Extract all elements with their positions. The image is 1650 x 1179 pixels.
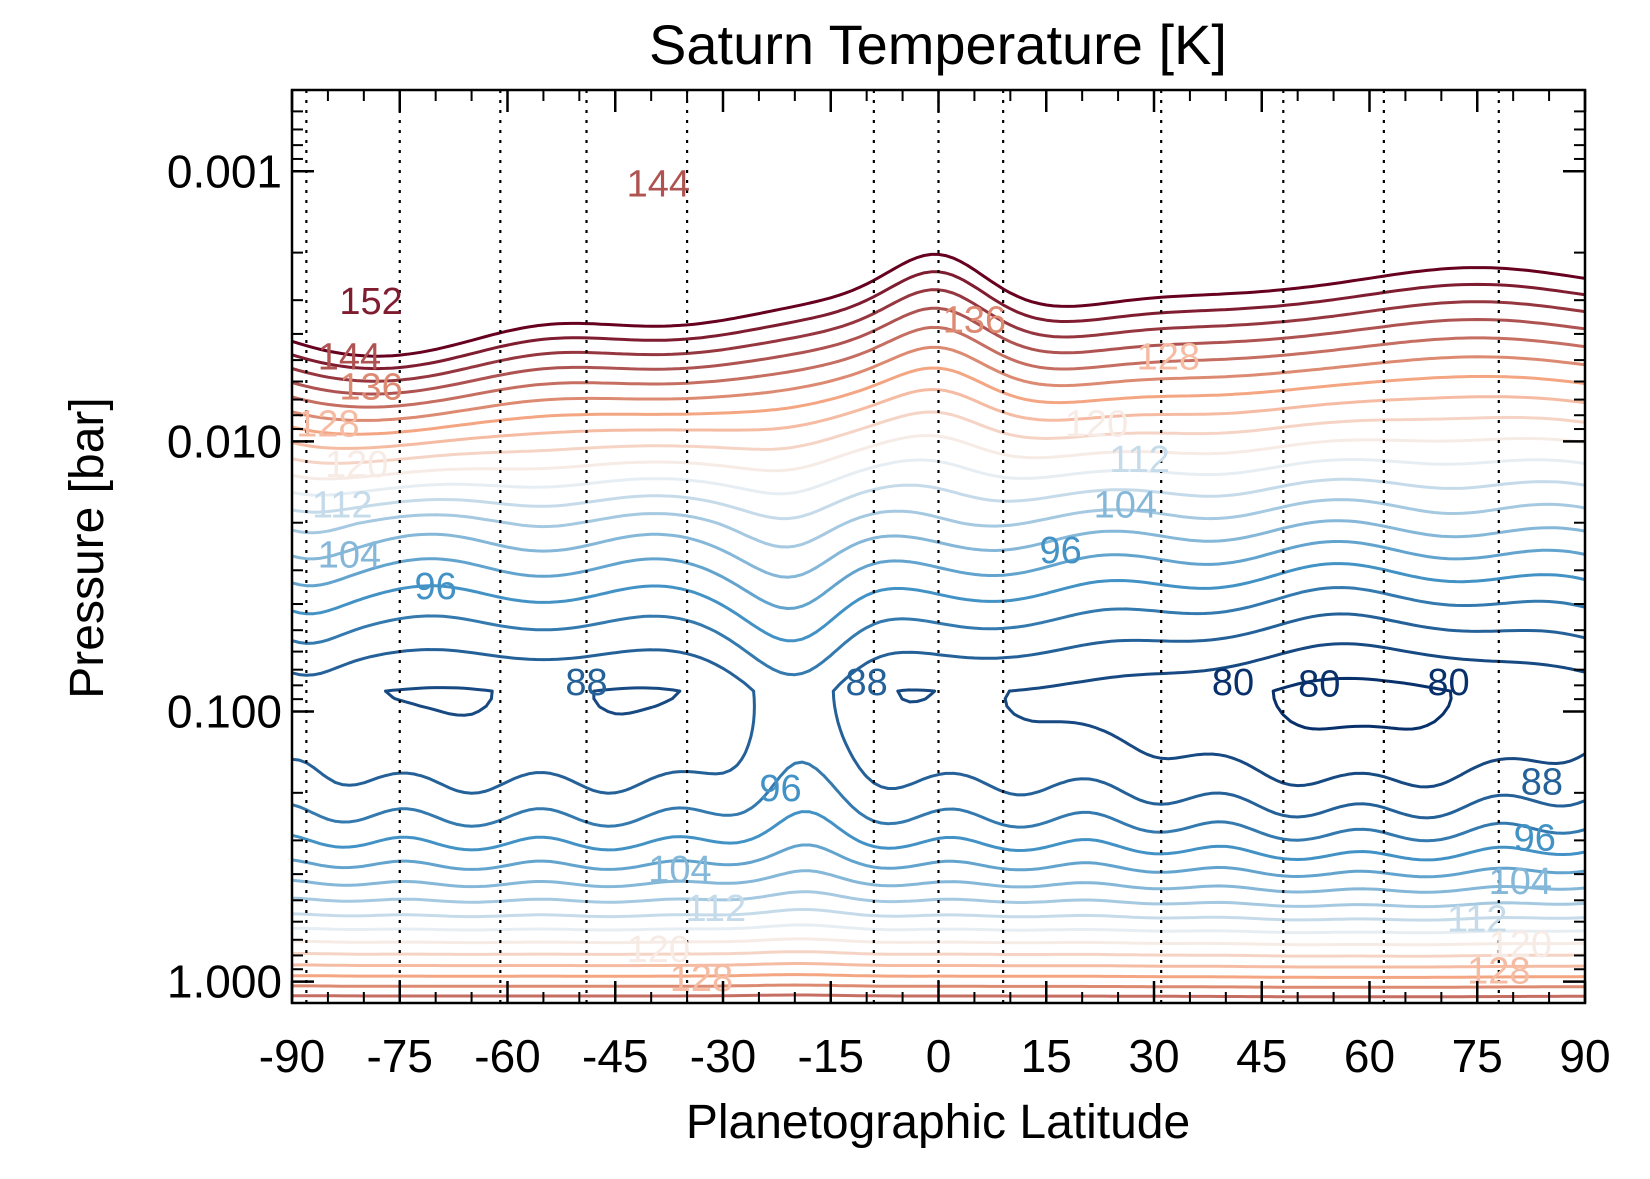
contour-label: 104 [1489, 861, 1552, 903]
contour-label: 120 [325, 444, 388, 486]
contour-label: 96 [415, 566, 457, 608]
contour-label: 104 [648, 849, 711, 891]
x-tick-label: 90 [1559, 1030, 1610, 1082]
contour-label: 80 [1212, 662, 1254, 704]
contour-label: 128 [1137, 336, 1200, 378]
contour-label: 136 [339, 366, 402, 408]
contour-line-108 [292, 498, 1585, 909]
contour-line-140 [292, 325, 1585, 999]
x-tick-label: 60 [1344, 1030, 1395, 1082]
contour-line-148 [292, 288, 1585, 383]
contour-line-92 [292, 586, 1585, 843]
x-tick-label: -60 [474, 1030, 540, 1082]
contour-label: 128 [296, 403, 359, 445]
contour-label: 80 [1427, 662, 1469, 704]
x-tick-label: 45 [1236, 1030, 1287, 1082]
contour-label: 144 [627, 163, 690, 205]
contour-label: 120 [1489, 924, 1552, 966]
x-tick-label: -15 [798, 1030, 864, 1082]
contour-label: 96 [1039, 530, 1081, 572]
contour-label: 112 [686, 888, 747, 930]
contour-line-120 [292, 434, 1585, 947]
contour-label: 88 [565, 662, 607, 704]
contour-label: 152 [339, 281, 402, 323]
contour-label: 120 [627, 929, 690, 971]
contour-label: 112 [1447, 899, 1508, 941]
contour-line-124 [292, 410, 1585, 958]
contour-label: 112 [312, 485, 373, 527]
contour-line-80 [1271, 676, 1453, 731]
x-tick-label: -45 [582, 1030, 648, 1082]
contour-label: 144 [318, 336, 381, 378]
axes: -90 -75 -60 -45 -30 -15 0 15 30 45 60 75 90 0.001 0.01… [167, 90, 1611, 1082]
plot-frame [290, 88, 1587, 1005]
x-tick-label: 30 [1128, 1030, 1179, 1082]
y-tick-label: 0.100 [167, 686, 282, 738]
x-tick-label: 15 [1021, 1030, 1072, 1082]
contour-line-156 [292, 252, 1585, 358]
contour-line-104 [292, 519, 1585, 894]
contour-label: 112 [1109, 439, 1170, 481]
contour-lines [292, 252, 1585, 999]
contour-label: 120 [1065, 403, 1128, 445]
latitude-gridlines [305, 90, 1500, 1003]
x-tick-label: -90 [259, 1030, 325, 1082]
x-tick-label: -75 [367, 1030, 433, 1082]
contour-line-116 [292, 458, 1585, 935]
contour-label: 88 [846, 662, 888, 704]
contour-line-112 [292, 477, 1585, 922]
contour-line-132 [292, 366, 1585, 979]
contour-label: 136 [943, 299, 1006, 341]
contour-line-152 [292, 270, 1585, 371]
y-tick-label: 1.000 [167, 956, 282, 1008]
x-tick-label: -30 [690, 1030, 756, 1082]
contour-line-144 [292, 306, 1585, 396]
contour-line-128 [292, 388, 1585, 969]
x-tick-label: 0 [926, 1030, 952, 1082]
contour-label: 104 [318, 534, 381, 576]
y-tick-label: 0.001 [167, 145, 282, 197]
y-tick-label: 0.010 [167, 415, 282, 467]
contour-label: 96 [1514, 817, 1556, 859]
y-axis-label: Pressure [bar] [61, 397, 114, 698]
contour-line-84 [384, 642, 1585, 789]
contour-label: 88 [1521, 761, 1563, 803]
contour-label: 80 [1298, 663, 1340, 705]
contour-label: 96 [759, 768, 801, 810]
contour-label: 104 [1094, 485, 1157, 527]
contour-line-136 [292, 345, 1585, 989]
x-tick-label: 75 [1452, 1030, 1503, 1082]
x-axis-label: Planetographic Latitude [686, 1096, 1190, 1149]
contour-line-88 [292, 612, 1585, 820]
chart-title: Saturn Temperature [K] [649, 13, 1227, 76]
